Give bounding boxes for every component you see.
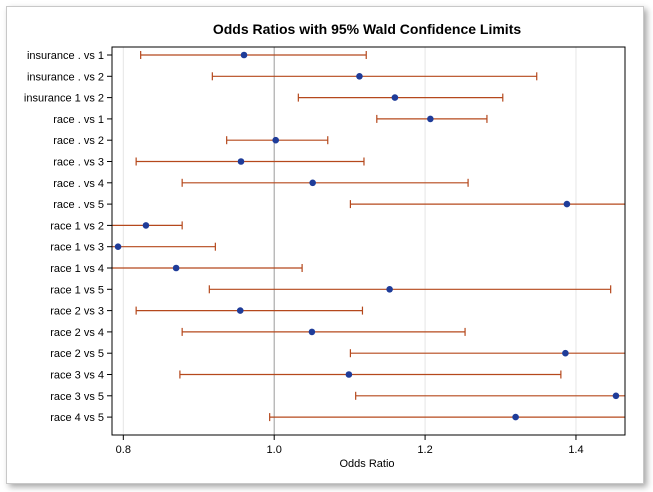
x-tick-label-1.0: 1.0 [267, 444, 282, 456]
y-tick-label-2: insurance 1 vs 2 [24, 93, 104, 105]
y-tick-label-4: race . vs 2 [53, 135, 104, 147]
estimate-point-1 [356, 73, 363, 80]
estimate-point-5 [237, 158, 245, 165]
y-tick-label-5: race . vs 3 [53, 157, 104, 169]
estimate-point-13 [308, 328, 316, 336]
y-tick-label-17: race 4 vs 5 [50, 412, 104, 424]
estimate-point-16 [612, 392, 620, 400]
chart-title: Odds Ratios with 95% Wald Confidence Lim… [213, 21, 522, 37]
estimate-point-14 [562, 349, 569, 357]
estimate-point-4 [272, 136, 280, 144]
estimate-point-8 [142, 222, 150, 229]
estimate-point-9 [114, 243, 122, 250]
estimate-point-7 [563, 200, 571, 208]
estimate-point-11 [386, 286, 393, 293]
y-tick-label-13: race 2 vs 4 [50, 327, 104, 339]
y-tick-label-1: insurance . vs 2 [27, 71, 104, 83]
estimate-point-15 [345, 371, 353, 378]
y-tick-label-11: race 1 vs 5 [50, 284, 104, 296]
y-tick-label-15: race 3 vs 4 [50, 370, 104, 382]
estimate-point-12 [236, 307, 244, 314]
estimate-point-10 [172, 264, 180, 272]
estimate-point-6 [309, 179, 316, 187]
x-axis-label: Odds Ratio [339, 458, 394, 470]
y-tick-label-16: race 3 vs 5 [50, 391, 104, 403]
plot-area-border [111, 46, 626, 436]
y-tick-label-0: insurance . vs 1 [27, 50, 104, 62]
x-tick-label-0.8: 0.8 [116, 444, 131, 456]
estimate-point-0 [240, 51, 248, 59]
data-layer [112, 51, 625, 422]
estimate-point-17 [512, 413, 519, 421]
chart-frame: Odds Ratios with 95% Wald Confidence Lim… [6, 6, 644, 484]
estimate-point-2 [391, 94, 399, 101]
y-tick-label-12: race 2 vs 3 [50, 306, 104, 318]
y-tick-label-3: race . vs 1 [53, 114, 104, 126]
y-tick-label-9: race 1 vs 3 [50, 242, 104, 254]
x-tick-label-1.2: 1.2 [417, 444, 432, 456]
estimate-point-3 [427, 115, 434, 123]
y-tick-label-7: race . vs 5 [53, 199, 104, 211]
y-tick-label-6: race . vs 4 [53, 178, 104, 190]
odds-ratio-chart: Odds Ratios with 95% Wald Confidence Lim… [24, 21, 626, 470]
axis-layer: insurance . vs 1 insurance . vs 2 insuranc… [24, 50, 584, 456]
y-tick-label-10: race 1 vs 4 [50, 263, 104, 275]
y-tick-label-8: race 1 vs 2 [50, 220, 104, 232]
y-tick-label-14: race 2 vs 5 [50, 348, 104, 360]
x-tick-label-1.4: 1.4 [568, 444, 583, 456]
